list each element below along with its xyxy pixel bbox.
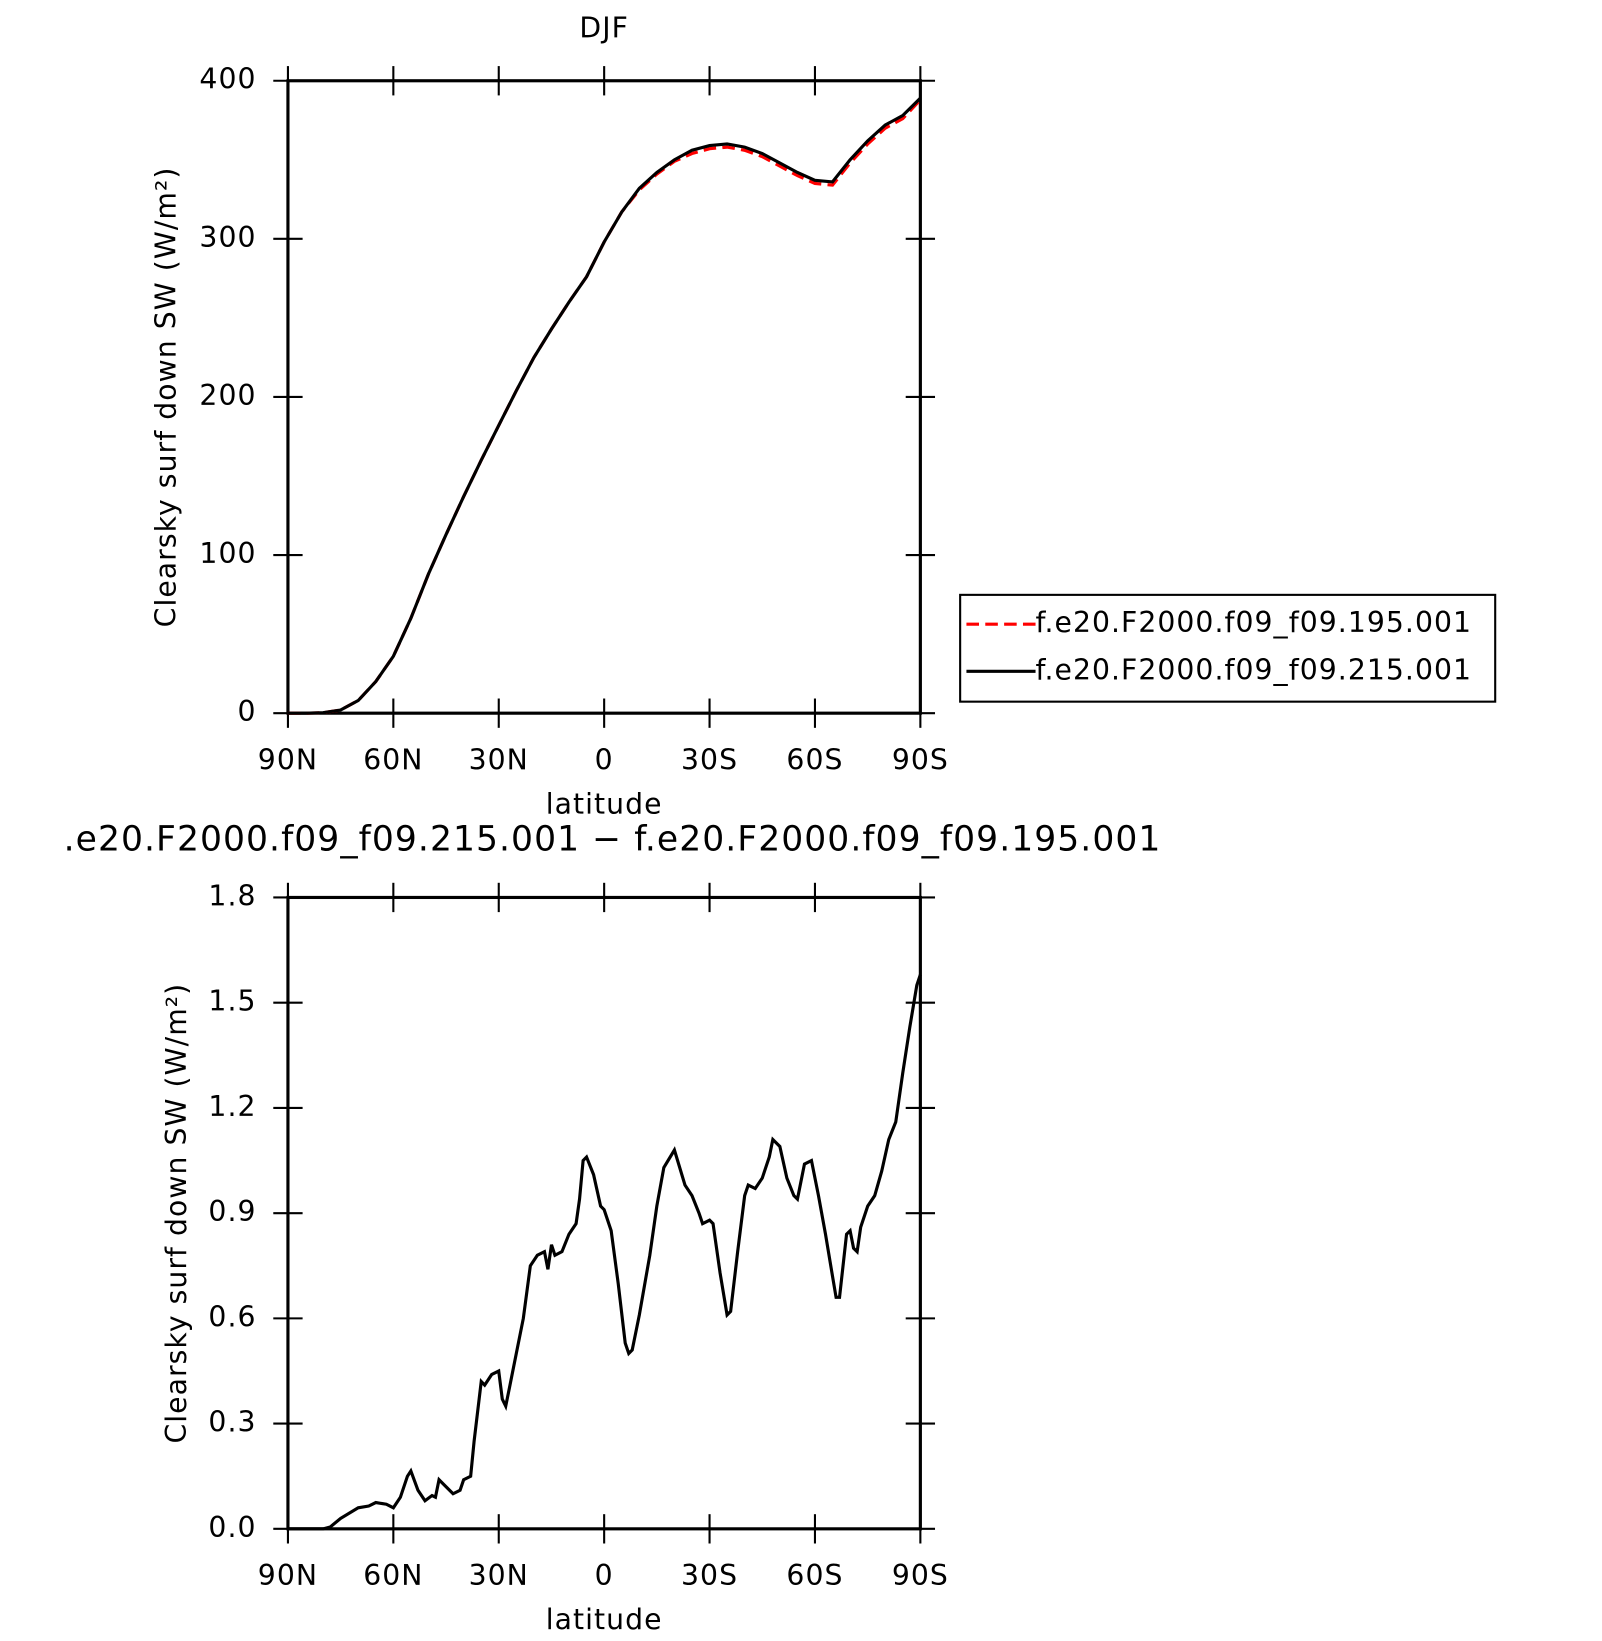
y-tick-label: 0.9 (208, 1195, 256, 1228)
y-tick-label: 0.6 (208, 1300, 256, 1333)
x-tick-label: 30N (469, 1559, 529, 1592)
series-line (287, 98, 922, 715)
x-tick-label: 30S (681, 1559, 738, 1592)
x-tick-label: 30N (469, 743, 529, 776)
x-tick-label: 90N (258, 1559, 318, 1592)
y-tick-label: 300 (199, 221, 256, 254)
y-axis-label: Clearsky surf down SW (W/m²) (150, 167, 183, 628)
x-tick-label: 30S (681, 743, 738, 776)
y-tick-label: 100 (199, 537, 256, 570)
plot-frame (286, 79, 922, 715)
x-tick-label: 60S (786, 743, 843, 776)
legend-label: f.e20.F2000.f09_f09.195.001 (1036, 606, 1473, 639)
x-axis-label: latitude (546, 1603, 663, 1636)
y-tick-label: 200 (199, 379, 256, 412)
x-axis-label: latitude (546, 787, 663, 820)
data-line (287, 974, 922, 1531)
legend-label: f.e20.F2000.f09_f09.215.001 (1036, 653, 1473, 686)
x-tick-label: 60N (363, 1559, 423, 1592)
y-tick-label: 1.8 (208, 879, 256, 912)
x-tick-label: 90S (892, 1559, 949, 1592)
legend-box (959, 593, 1497, 703)
y-axis-label: Clearsky surf down SW (W/m²) (160, 983, 193, 1444)
y-tick-label: 400 (199, 63, 256, 96)
x-tick-label: 60S (786, 1559, 843, 1592)
x-tick-label: 0 (595, 1559, 614, 1592)
x-tick-label: 0 (595, 743, 614, 776)
y-tick-label: 0.0 (208, 1511, 256, 1544)
chart-title: DJF (579, 11, 629, 44)
y-tick-label: 1.5 (208, 985, 256, 1018)
y-tick-label: 0 (237, 695, 256, 728)
x-tick-label: 90S (892, 743, 949, 776)
x-tick-label: 60N (363, 743, 423, 776)
x-tick-label: 90N (258, 743, 318, 776)
chart-title: .e20.F2000.f09_f09.215.001 − f.e20.F2000… (64, 819, 1162, 859)
series-line (287, 97, 922, 715)
y-tick-label: 1.2 (208, 1090, 256, 1123)
y-tick-label: 0.3 (208, 1406, 256, 1439)
